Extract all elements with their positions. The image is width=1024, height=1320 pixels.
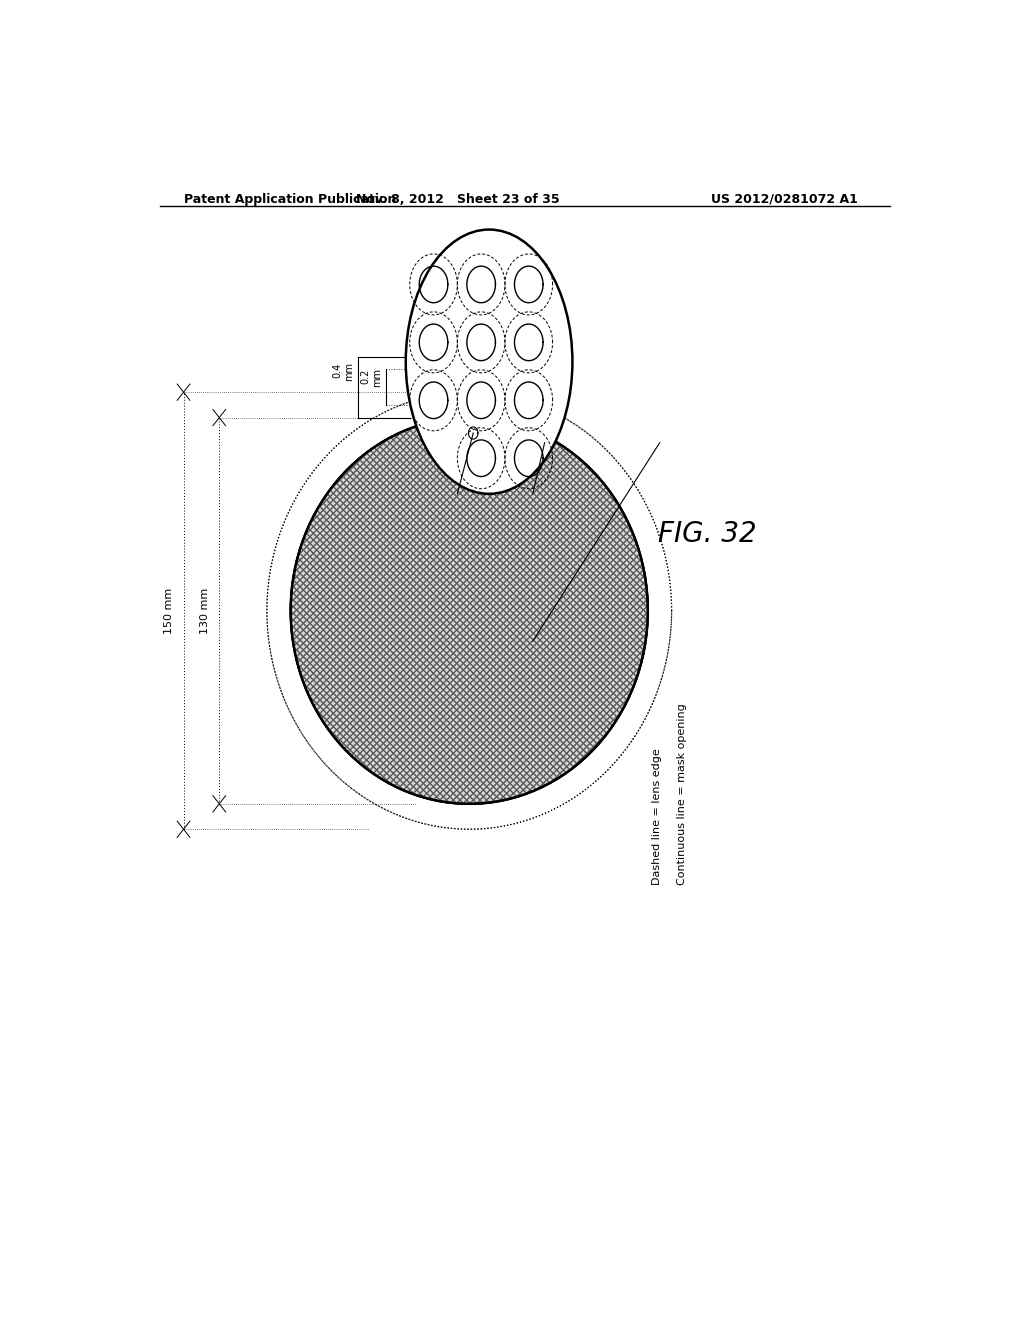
Text: Dashed line = lens edge: Dashed line = lens edge xyxy=(652,748,662,886)
Text: 130 mm: 130 mm xyxy=(200,587,210,634)
Text: Patent Application Publication: Patent Application Publication xyxy=(183,193,396,206)
Text: 150 mm: 150 mm xyxy=(164,587,174,634)
Text: Continuous line = mask opening: Continuous line = mask opening xyxy=(677,704,687,886)
Ellipse shape xyxy=(291,417,648,804)
Text: FIG. 32: FIG. 32 xyxy=(658,520,757,549)
Ellipse shape xyxy=(406,230,572,494)
Text: Nov. 8, 2012   Sheet 23 of 35: Nov. 8, 2012 Sheet 23 of 35 xyxy=(355,193,559,206)
Text: US 2012/0281072 A1: US 2012/0281072 A1 xyxy=(712,193,858,206)
Text: 0.4
mm: 0.4 mm xyxy=(333,363,354,381)
Text: 0.2
mm: 0.2 mm xyxy=(360,368,382,388)
Ellipse shape xyxy=(267,392,672,829)
